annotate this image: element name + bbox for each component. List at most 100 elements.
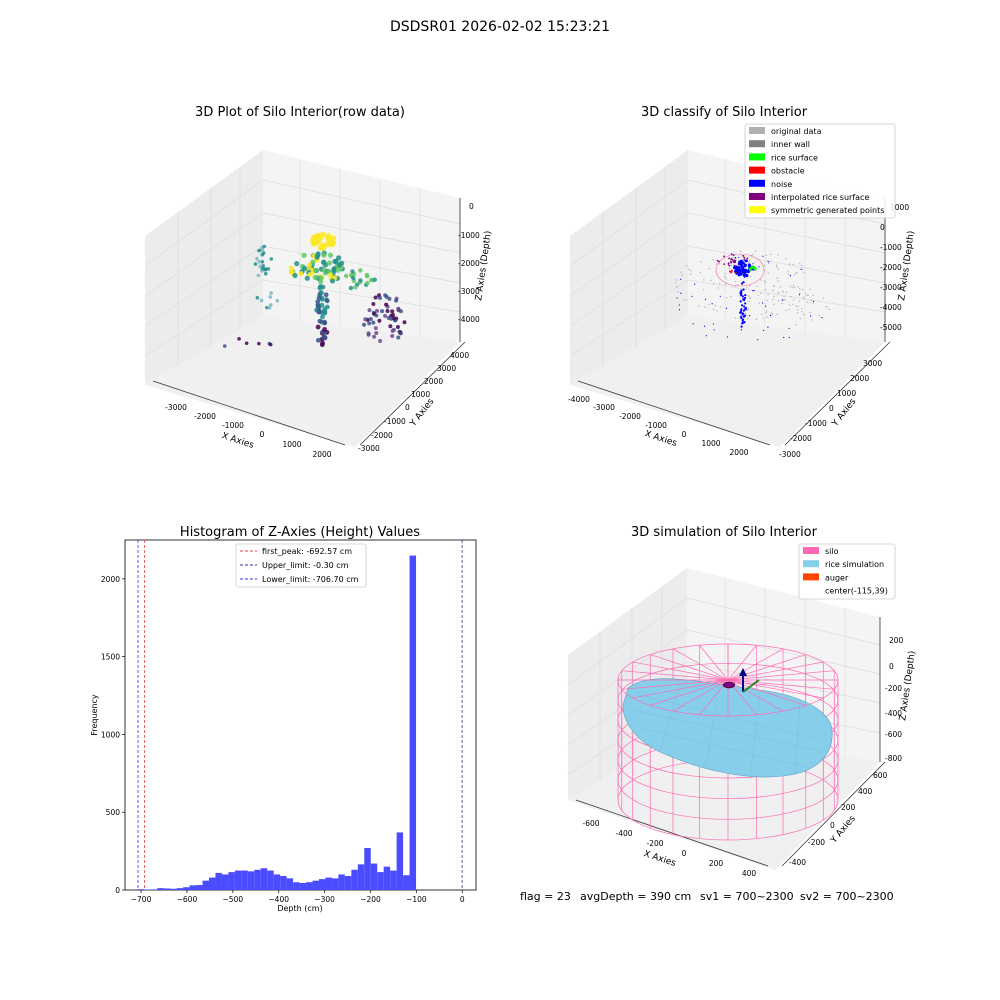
data-point: [392, 316, 397, 321]
data-point: [792, 299, 795, 301]
classify-x-label: X Axies: [643, 429, 678, 449]
data-point: [714, 304, 716, 307]
classify-y-tick: -3000: [779, 450, 801, 459]
data-point: [724, 272, 726, 275]
data-point: [773, 285, 775, 287]
data-point: [744, 308, 747, 311]
classify-z-tick: -3000: [880, 283, 902, 292]
data-point: [803, 313, 805, 316]
silo-roof-spoke: [699, 645, 729, 681]
histogram-bar: [150, 889, 158, 890]
legend-label: noise: [771, 180, 792, 189]
data-point: [743, 263, 747, 267]
data-point: [377, 318, 382, 323]
legend-swatch: [803, 560, 819, 568]
data-point: [785, 257, 787, 260]
data-point: [755, 261, 757, 263]
data-point: [677, 291, 679, 293]
data-point: [743, 259, 746, 261]
data-point: [734, 317, 737, 319]
data-point: [718, 263, 721, 265]
classify-plot-y-ticks: -3000 -2000 -1000 0 1000 2000 3000: [779, 359, 882, 459]
histogram-bar: [280, 876, 287, 890]
data-point: [378, 339, 383, 344]
classify-x-tick: -1000: [645, 421, 667, 430]
data-point: [378, 295, 383, 300]
histogram-bar: [273, 874, 281, 890]
data-point: [767, 261, 769, 263]
data-point: [803, 298, 805, 300]
classify-plot-title: 3D classify of Silo Interior: [641, 105, 808, 120]
raw-y-label: Y Axies: [408, 397, 437, 430]
data-point: [700, 261, 702, 263]
classify-z-tick: -4000: [880, 303, 902, 312]
raw-y-tick: 4000: [450, 351, 469, 360]
data-point: [257, 341, 261, 346]
data-point: [697, 305, 700, 307]
simulation-3d-plot: 3D simulation of Silo Interior -600 -400…: [567, 525, 918, 878]
x-tick-label: −100: [406, 895, 427, 904]
silo-roof-spoke: [672, 679, 729, 712]
simulation-plot-axes: [575, 617, 886, 867]
data-point: [364, 274, 370, 279]
data-point: [366, 331, 371, 336]
data-point: [728, 267, 730, 270]
data-point: [320, 314, 325, 320]
data-point: [744, 259, 748, 263]
data-point: [705, 335, 707, 337]
data-point: [374, 313, 379, 318]
raw-x-label: X Axies: [220, 431, 255, 451]
legend-label: auger: [825, 573, 849, 582]
data-point: [713, 282, 715, 285]
legend-label: obstacle: [771, 167, 805, 176]
raw-x-tick: -3000: [165, 403, 187, 412]
data-point: [398, 309, 403, 314]
data-point: [825, 306, 828, 308]
data-point: [319, 290, 324, 296]
data-point: [745, 273, 749, 278]
data-point: [747, 263, 751, 267]
histogram-plot: Histogram of Z-Axies (Height) Values −70…: [90, 525, 477, 913]
silo-roof-spoke: [727, 648, 784, 681]
sim-y-tick: 600: [873, 771, 888, 780]
data-point: [371, 302, 376, 307]
data-point: [258, 264, 263, 269]
data-point: [797, 305, 799, 307]
data-point: [311, 238, 318, 245]
data-point: [717, 287, 719, 289]
data-point: [362, 322, 367, 327]
data-point: [772, 303, 775, 306]
data-point: [676, 279, 678, 281]
histogram-bar: [312, 880, 319, 890]
data-point: [319, 302, 325, 308]
data-point: [398, 331, 403, 336]
legend-label: first_peak: -692.57 cm: [262, 547, 352, 556]
classify-z-tick: -1000: [880, 243, 902, 252]
data-point: [828, 308, 830, 311]
data-point: [742, 309, 745, 312]
data-point: [730, 295, 732, 297]
data-point: [739, 295, 741, 297]
classify-z-tick: 1000: [890, 203, 909, 212]
data-point: [384, 302, 389, 307]
data-point: [747, 262, 750, 264]
data-point: [350, 269, 355, 274]
raw-y-tick: 1000: [411, 390, 430, 399]
legend-label: Upper_limit: -0.30 cm: [262, 561, 349, 570]
legend-label: center(-115,39): [825, 587, 888, 596]
histogram-bar: [293, 882, 300, 890]
legend-swatch: [749, 179, 765, 187]
data-point: [771, 313, 773, 315]
data-point: [731, 258, 734, 261]
data-point: [321, 252, 327, 258]
data-point: [719, 306, 722, 308]
sim-x-tick: 0: [682, 849, 687, 858]
data-point: [265, 305, 269, 310]
histogram-x-label: Depth (cm): [277, 904, 322, 913]
data-point: [798, 300, 801, 302]
data-point: [692, 323, 694, 325]
sim-z-tick: 0: [889, 662, 894, 671]
data-point: [743, 299, 746, 302]
data-point: [396, 335, 401, 340]
data-point: [736, 284, 739, 286]
